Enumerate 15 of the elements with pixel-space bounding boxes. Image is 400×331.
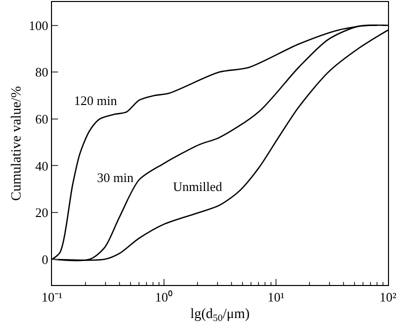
x-tick-label: 10⁻¹ [42, 290, 63, 305]
x-tick-label: 10² [380, 290, 397, 305]
series-label: Unmilled [173, 179, 223, 194]
x-axis-title: lg(d$_{50}$/μm) [190, 307, 250, 324]
y-axis-title: Cumulative value/% [9, 86, 24, 201]
x-tick-label: 10⁰ [155, 290, 173, 305]
y-tick-label: 0 [42, 252, 48, 267]
y-tick-label: 60 [35, 111, 48, 126]
y-tick-label: 80 [35, 64, 48, 80]
series-label: 120 min [74, 93, 118, 108]
y-tick-label: 40 [35, 158, 48, 174]
y-tick-label: 100 [28, 18, 48, 33]
series-label: 30 min [97, 170, 134, 185]
x-tick-label: 10¹ [268, 290, 285, 305]
y-tick-label: 20 [35, 205, 48, 220]
